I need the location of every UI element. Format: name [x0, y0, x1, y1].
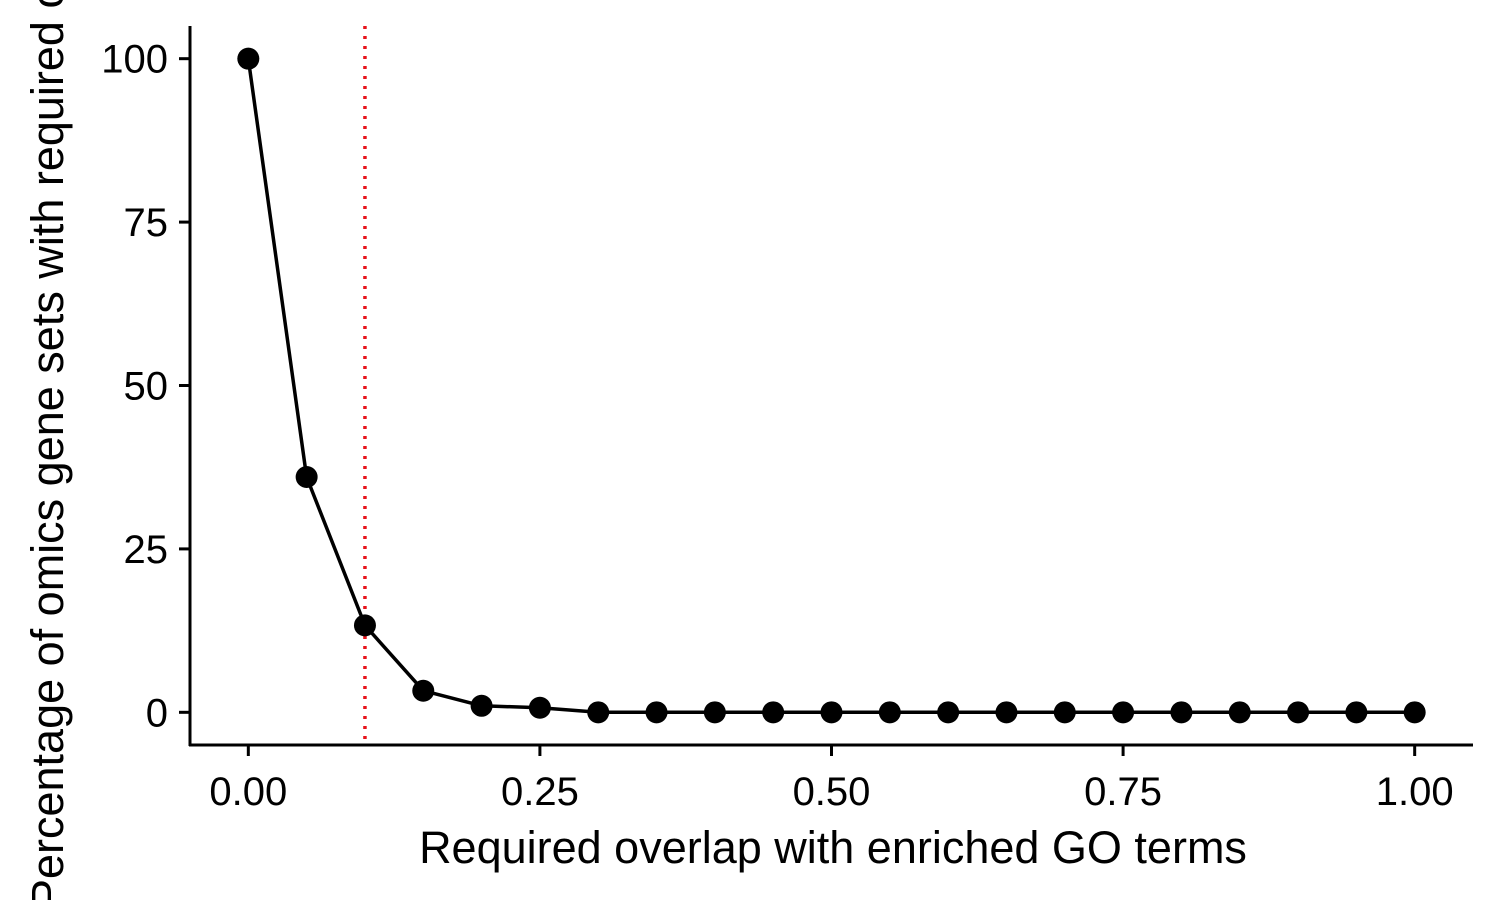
data-point: [528, 696, 551, 719]
data-point: [1112, 701, 1135, 724]
x-tick-label: 0.75: [1084, 770, 1162, 814]
data-point: [1053, 701, 1076, 724]
series-line: [246, 58, 1415, 715]
data-point: [295, 466, 318, 489]
data-point: [1403, 701, 1426, 724]
y-tick-label: 50: [124, 365, 169, 409]
data-point: [353, 614, 376, 637]
data-point: [995, 701, 1018, 724]
plot-marks: [237, 26, 1426, 745]
y-tick-label: 75: [124, 201, 169, 245]
data-point: [587, 701, 610, 724]
data-point: [820, 701, 843, 724]
x-tick-label: 0.00: [209, 770, 287, 814]
x-tick-label: 1.00: [1376, 770, 1454, 814]
x-tick-label: 0.50: [793, 770, 871, 814]
x-axis-ticks: 0.00 0.25 0.50 0.75 1.00: [209, 745, 1454, 814]
data-point: [645, 701, 668, 724]
data-point: [237, 47, 260, 70]
y-tick-label: 25: [124, 528, 169, 572]
data-point: [1170, 701, 1193, 724]
x-tick-label: 0.25: [501, 770, 579, 814]
data-point: [470, 694, 493, 717]
data-point: [1228, 701, 1251, 724]
data-point: [412, 679, 435, 702]
data-point: [1345, 701, 1368, 724]
y-axis-ticks: 0 25 50 75 100: [101, 38, 190, 735]
y-tick-label: 0: [146, 691, 168, 735]
y-tick-label: 100: [101, 38, 168, 82]
data-point: [937, 701, 960, 724]
data-point: [762, 701, 785, 724]
x-axis-title: Required overlap with enriched GO terms: [419, 822, 1247, 873]
data-point: [703, 701, 726, 724]
data-point: [1287, 701, 1310, 724]
y-axis-title: Percentage of omics gene sets with requi…: [22, 0, 73, 900]
data-point: [878, 701, 901, 724]
